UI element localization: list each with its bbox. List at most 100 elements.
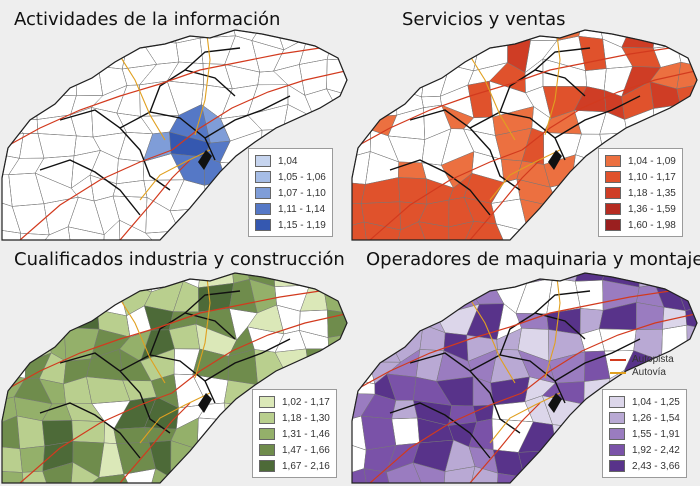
legend-label: 1,15 - 1,19 (278, 219, 326, 231)
legend-item: 1,04 - 1,25 (609, 394, 680, 410)
municipality (16, 415, 45, 450)
legend-label: 1,36 - 1,59 (628, 203, 676, 215)
comarca-border (469, 354, 566, 404)
map-panel-informacion: Actividades de la información 1,04 1,05 -… (0, 0, 350, 243)
legend-label: 1,31 - 1,46 (282, 428, 330, 440)
municipality (685, 173, 697, 206)
legend-label: 1,18 - 1,35 (628, 187, 676, 199)
panel-title: Cualificados industria y construcción (14, 249, 345, 270)
municipality (70, 461, 100, 483)
municipality (685, 424, 697, 453)
legend-label: 1,11 - 1,14 (278, 203, 326, 215)
city-marker (548, 393, 562, 413)
municipality (2, 40, 24, 67)
legend-label: 1,67 - 2,16 (282, 460, 330, 472)
city-marker (548, 150, 562, 170)
municipality (359, 37, 396, 73)
municipality (191, 222, 227, 240)
autopista-road (2, 43, 347, 151)
legend-item: 1,05 - 1,06 (255, 169, 326, 185)
autopista-road (369, 149, 523, 240)
legend-swatch (605, 203, 621, 215)
legend-label: 1,60 - 1,98 (628, 219, 676, 231)
municipality (366, 301, 395, 339)
municipality (102, 219, 120, 240)
comarca-border (39, 159, 141, 216)
comarca-border (39, 402, 141, 459)
municipality (170, 230, 211, 240)
municipality (352, 115, 372, 131)
legend-item: 1,07 - 1,10 (255, 185, 326, 201)
municipality (19, 232, 50, 240)
legend-swatch (605, 155, 621, 167)
panel-title: Operadores de maquinaria y montaje (366, 249, 700, 270)
municipality (35, 39, 77, 69)
municipality (466, 466, 499, 483)
municipality (35, 282, 73, 310)
legend-label: 1,18 - 1,30 (282, 412, 330, 424)
autovia-road (109, 39, 166, 141)
autopista-road (352, 43, 697, 151)
municipality (549, 464, 580, 483)
comarca-border (184, 47, 241, 71)
municipality (43, 304, 72, 336)
legend-swatch (255, 155, 271, 167)
comarca-border (184, 290, 241, 314)
municipality (652, 30, 680, 49)
legend-label: 2,43 - 3,66 (632, 460, 680, 472)
road-legend-label: Autopista (632, 354, 674, 365)
legend-swatch (259, 428, 275, 440)
municipality (2, 445, 23, 473)
comarca-border (204, 95, 291, 139)
coastline (1, 272, 348, 484)
comarca-border (534, 47, 591, 71)
autovia-road (139, 149, 211, 201)
legend-swatch (605, 219, 621, 231)
legend-item: 1,10 - 1,17 (605, 169, 676, 185)
municipality (71, 288, 99, 311)
municipality (352, 278, 370, 303)
comarca-border (409, 109, 521, 191)
legend: 1,04 - 1,09 1,10 - 1,17 1,18 - 1,35 1,36 - … (598, 148, 683, 237)
municipality (448, 220, 475, 240)
legend: 1,02 - 1,17 1,18 - 1,30 1,31 - 1,46 1,47 - … (252, 389, 337, 478)
coastline (1, 29, 348, 241)
legend-label: 1,26 - 1,54 (632, 412, 680, 424)
municipality (676, 36, 697, 71)
map-panel-cualificados: Cualificados industria y construcción 1,… (0, 243, 350, 486)
municipality (352, 61, 366, 97)
municipality (393, 280, 424, 308)
legend-label: 1,47 - 1,66 (282, 444, 330, 456)
legend-swatch (605, 187, 621, 199)
municipality (224, 419, 252, 455)
legend-swatch (259, 412, 275, 424)
legend-item: 2,43 - 3,66 (609, 458, 680, 474)
legend-item: 1,04 (255, 153, 326, 169)
autopista-road (119, 159, 191, 240)
municipality (552, 424, 586, 451)
comarca-border (409, 352, 521, 434)
road-line-key (610, 371, 626, 374)
municipality (333, 159, 347, 184)
municipality (2, 273, 19, 292)
autopista-road (2, 286, 347, 394)
municipality (14, 273, 42, 292)
legend-swatch (259, 460, 275, 472)
municipality (305, 348, 330, 387)
municipality (14, 282, 45, 310)
municipality (352, 300, 373, 339)
autovia-road (194, 30, 211, 136)
municipality (307, 30, 337, 40)
municipality (418, 221, 450, 240)
legend-label: 1,05 - 1,06 (278, 171, 326, 183)
municipality (327, 330, 347, 359)
municipality (338, 110, 347, 143)
autovia-road (544, 273, 561, 379)
autopista-road (469, 159, 541, 240)
municipality (523, 476, 557, 483)
municipality (170, 471, 205, 483)
coastline (351, 272, 698, 484)
municipality (19, 445, 45, 473)
municipality (200, 470, 231, 483)
municipality (384, 303, 424, 333)
